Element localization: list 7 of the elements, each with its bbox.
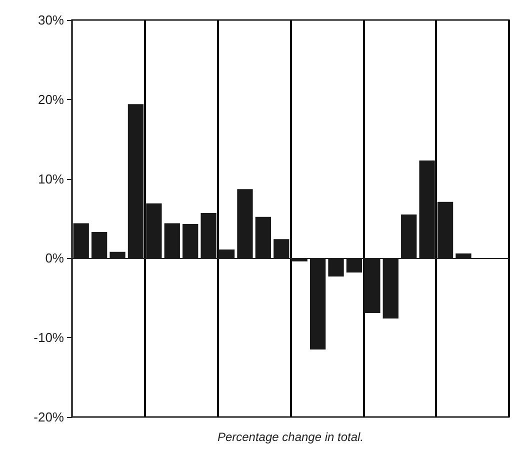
y-tick-label: 10% (38, 171, 64, 186)
y-tick-label: 30% (38, 12, 64, 28)
y-tick-label: -20% (34, 410, 64, 424)
x-axis-title: Percentage change in total. (217, 430, 364, 444)
y-tick-label: 20% (38, 92, 64, 107)
y-tick-label: 0% (45, 250, 64, 266)
y-tick-label: -10% (34, 330, 64, 346)
